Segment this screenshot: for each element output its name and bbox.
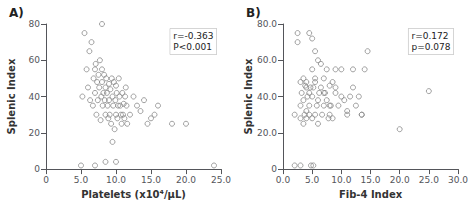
svg-text:10.0: 10.0 [331,175,351,185]
svg-text:60: 60 [29,55,41,65]
svg-text:20.0: 20.0 [390,175,410,185]
svg-text:25.0: 25.0 [211,175,231,185]
svg-text:40.0: 40.0 [257,92,277,102]
svg-text:20: 20 [29,128,41,138]
svg-text:15.0: 15.0 [141,175,161,185]
svg-text:0: 0 [271,164,277,174]
svg-text:Splenic Index: Splenic Index [6,58,17,134]
svg-text:P<0.001: P<0.001 [173,42,212,52]
svg-text:r=0.172: r=0.172 [411,31,448,41]
svg-text:5.0: 5.0 [305,175,320,185]
svg-text:15.0: 15.0 [360,175,380,185]
svg-text:p=0.078: p=0.078 [411,42,450,52]
svg-text:Fib-4 Index: Fib-4 Index [339,189,403,200]
svg-text:0: 0 [43,175,49,185]
svg-text:B): B) [246,6,261,20]
svg-text:0.0: 0.0 [276,175,291,185]
svg-text:25.0: 25.0 [419,175,439,185]
svg-text:10.0: 10.0 [106,175,126,185]
svg-text:80: 80 [29,19,41,29]
svg-text:30.0: 30.0 [448,175,468,185]
svg-text:60.0: 60.0 [257,55,277,65]
svg-text:20.0: 20.0 [257,128,277,138]
svg-text:Splenic Index: Splenic Index [243,58,254,134]
svg-text:A): A) [9,6,24,20]
svg-text:r=-0.363: r=-0.363 [173,31,213,41]
svg-text:20.0: 20.0 [176,175,196,185]
svg-text:40: 40 [29,92,41,102]
svg-text:80.0: 80.0 [257,19,277,29]
svg-text:0: 0 [34,164,40,174]
svg-text:5.0: 5.0 [74,175,89,185]
svg-text:Platelets (x10⁴/μL): Platelets (x10⁴/μL) [81,189,186,200]
